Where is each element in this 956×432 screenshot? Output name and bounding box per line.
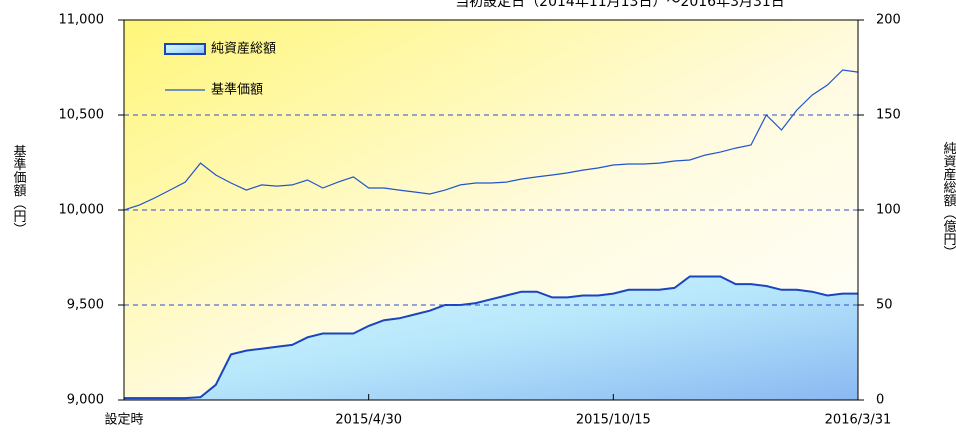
area-edge [124,275,858,400]
y-tick-label: 11,000 [59,13,105,28]
legend-swatch [164,43,206,55]
y2-axis-label: 純資産総額（億円） [941,142,956,259]
line [123,69,859,211]
x-tick-label: 2015/10/15 [576,413,651,428]
y2-tick-label: 200 [876,13,901,28]
chart-title: 当初設定日（2014年11月13日）～2016年3月31日 [455,0,785,10]
y2-tick-label: 150 [876,108,901,123]
x-tick-label: 2015/4/30 [335,413,402,428]
y2-tick-label: 0 [876,393,884,408]
y-axis-label: 基準価額（円） [11,145,27,236]
y-tick-label: 10,000 [59,203,105,218]
legend-label: 基準価額 [211,82,263,98]
x-tick-label: 設定時 [104,412,143,428]
y-tick-label: 9,500 [67,298,104,313]
y2-tick-label: 100 [876,203,901,218]
y2-tick-label: 50 [876,298,893,313]
y-tick-label: 10,500 [59,108,105,123]
x-tick-label: 2016/3/31 [825,413,892,428]
legend-label: 純資産総額 [211,41,276,57]
area [124,276,858,400]
plot-frame [123,19,859,401]
y-tick-label: 9,000 [67,393,104,408]
